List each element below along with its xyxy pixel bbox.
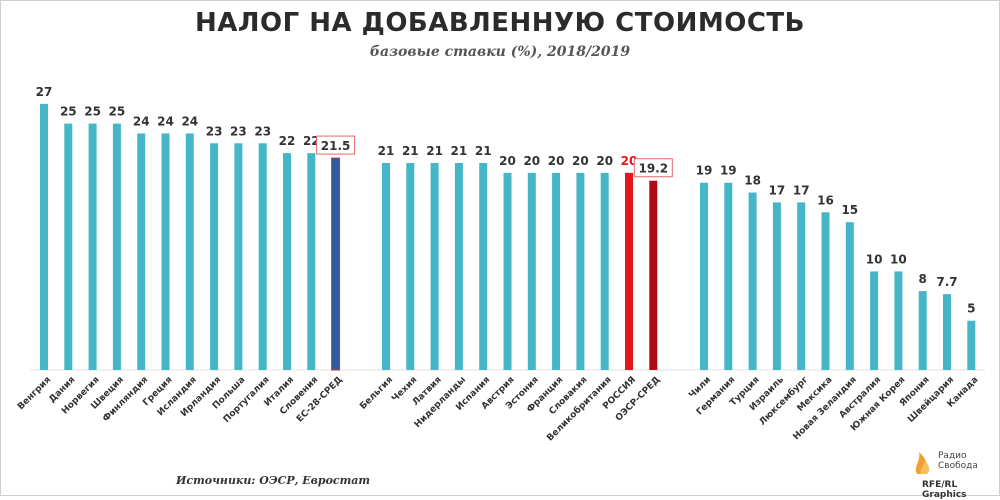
data-label: 24	[133, 114, 150, 128]
bar	[331, 157, 341, 371]
data-label: 19.2	[638, 162, 668, 176]
bar	[967, 320, 976, 370]
bar	[503, 172, 512, 370]
data-label: 20	[523, 154, 540, 168]
data-label: 25	[60, 105, 77, 119]
data-label: 25	[109, 105, 126, 119]
bar	[600, 172, 609, 370]
data-label-box	[316, 135, 356, 155]
data-label: 16	[817, 193, 834, 207]
bar	[382, 163, 390, 370]
data-label: 15	[841, 203, 858, 217]
bar	[234, 143, 243, 370]
bar	[772, 202, 781, 370]
bar	[552, 172, 561, 370]
data-label: 5	[967, 302, 975, 316]
bar	[649, 180, 658, 370]
bar	[406, 163, 415, 370]
data-label-box	[633, 158, 673, 178]
data-label: 21	[475, 144, 492, 158]
data-label: 20	[596, 154, 613, 168]
data-label: 23	[254, 124, 271, 138]
data-label: 17	[769, 183, 786, 197]
data-label: 18	[744, 174, 761, 188]
data-label: 21	[426, 144, 443, 158]
bar	[479, 163, 488, 370]
category-label: ОЭСР-СРЕД	[614, 375, 662, 423]
bar	[797, 202, 806, 370]
data-label: 20	[572, 154, 589, 168]
data-label: 10	[866, 252, 883, 266]
logo-line-2: Свобода	[938, 461, 978, 471]
bar	[821, 212, 830, 370]
bar	[64, 123, 73, 370]
data-label: 24	[157, 114, 174, 128]
category-label: Бельгия	[358, 375, 395, 412]
chart-subtitle: базовые ставки (%), 2018/2019	[369, 44, 631, 60]
data-label: 22	[279, 134, 296, 148]
radio-svoboda-flame-icon	[915, 452, 930, 474]
data-label: 22	[303, 134, 320, 148]
data-label: 7.7	[936, 275, 957, 289]
bar	[625, 172, 633, 370]
data-label: 23	[206, 124, 223, 138]
data-label: 17	[793, 183, 810, 197]
data-label: 21.5	[321, 139, 351, 153]
bar	[700, 182, 708, 370]
category-label: Венгрия	[16, 375, 53, 412]
data-label: 23	[230, 124, 247, 138]
data-label: 19	[720, 164, 737, 178]
bar	[112, 123, 121, 370]
bar	[307, 153, 316, 370]
bar	[283, 153, 291, 370]
bar	[576, 172, 585, 370]
bar	[894, 271, 903, 370]
source-note: Источники: ОЭСР, Евростат	[176, 474, 371, 487]
bar	[210, 143, 219, 370]
chart-title: НАЛОГ НА ДОБАВЛЕННУЮ СТОИМОСТЬ	[195, 8, 805, 38]
bar	[137, 133, 146, 370]
graphics-credit: RFE/RL Graphics	[922, 480, 967, 500]
bar	[918, 291, 927, 370]
bar	[845, 222, 854, 370]
logo-text: Радио Свобода	[938, 451, 978, 471]
bar	[724, 182, 733, 370]
data-label: 21	[402, 144, 419, 158]
bar	[258, 143, 267, 370]
bar	[430, 163, 439, 370]
data-label: 19	[696, 164, 713, 178]
data-label: 10	[890, 252, 907, 266]
data-label: 27	[36, 85, 53, 99]
data-label: 21	[451, 144, 468, 158]
logo-line-1: Радио	[938, 451, 967, 461]
data-label: 21	[378, 144, 395, 158]
data-label: 8	[919, 272, 927, 286]
bar	[88, 123, 97, 370]
data-label: 25	[84, 105, 101, 119]
data-label: 24	[181, 114, 198, 128]
bar	[870, 271, 879, 370]
bar	[40, 103, 48, 370]
bar	[943, 294, 951, 370]
bar	[185, 133, 194, 370]
bar	[454, 163, 463, 370]
bar	[748, 192, 757, 370]
bar	[161, 133, 170, 370]
data-label: 20	[621, 154, 638, 168]
data-label: 20	[499, 154, 516, 168]
bar	[527, 172, 536, 370]
data-label: 20	[548, 154, 565, 168]
